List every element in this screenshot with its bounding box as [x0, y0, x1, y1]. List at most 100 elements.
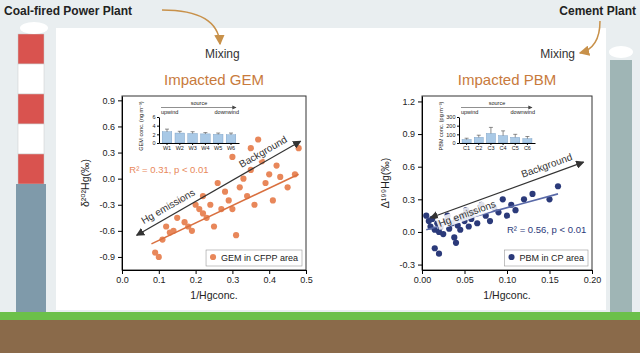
tick: 2 — [152, 132, 159, 138]
data-point — [285, 184, 291, 190]
tick-mark — [457, 134, 459, 135]
tick: -0.6 — [99, 226, 122, 236]
tick: W3 — [188, 143, 196, 151]
inset-x-axis: C1C2C3C4C5C6 — [460, 143, 536, 151]
tick: C6 — [524, 143, 531, 151]
tick-label: 0.9 — [102, 96, 115, 106]
tick-label: 0.6 — [102, 122, 115, 132]
tick: 0.0 — [102, 174, 122, 184]
tick-label: C1 — [463, 145, 470, 151]
tick: 0.6 — [402, 162, 422, 172]
data-point — [255, 136, 261, 142]
tick-mark — [418, 265, 422, 266]
x-axis-title: 1/Hgconc. — [483, 289, 530, 301]
tick-label: 0.0 — [402, 227, 415, 237]
tick: 0.3 — [402, 195, 422, 205]
data-point — [163, 223, 169, 229]
tick-mark — [118, 126, 122, 127]
tick: 200 — [446, 123, 459, 129]
panel — [56, 28, 606, 310]
error-bar — [178, 131, 182, 133]
error-bar — [489, 127, 493, 133]
tick-label: C3 — [487, 145, 494, 151]
trend-label: Hg emissions — [139, 187, 197, 226]
axis-line — [460, 143, 536, 144]
tick-mark — [465, 270, 466, 274]
data-point — [277, 174, 283, 180]
error-bar — [513, 134, 517, 137]
process-label: Mixing — [205, 47, 240, 61]
data-point — [432, 245, 438, 251]
tick-mark — [157, 126, 159, 127]
tick-mark — [122, 270, 123, 274]
data-point — [174, 215, 180, 221]
tick-mark — [118, 205, 122, 206]
data-point — [529, 191, 535, 197]
tick-mark — [507, 270, 508, 274]
stat-label-group: R² = 0.56, p < 0.01 — [506, 224, 588, 236]
chimney-right — [610, 60, 632, 312]
tick-mark — [196, 270, 197, 274]
graphic: Coal-fired Power PlantCement PlantMixing… — [0, 0, 640, 353]
axis-line — [459, 118, 460, 144]
tick-label: W5 — [214, 145, 222, 151]
tick-label: 0.1 — [153, 275, 166, 285]
stat-label: R² = 0.56, p < 0.01 — [507, 224, 586, 235]
tick-label: 0.10 — [499, 275, 517, 285]
source-label: Cement Plant — [559, 4, 636, 18]
chimney-band — [18, 154, 44, 184]
legend-marker — [508, 254, 514, 260]
axis-line — [160, 143, 240, 144]
tick-label: 0.4 — [263, 275, 276, 285]
tick: W4 — [201, 143, 209, 151]
smoke — [609, 46, 633, 58]
label-patch — [236, 133, 291, 171]
inset-x-axis: W1W2W3W4W5W6 — [160, 143, 240, 151]
tick: 0.9 — [402, 129, 422, 139]
tick-label: 0.3 — [227, 275, 240, 285]
tick-label: 200 — [446, 123, 455, 129]
tick-mark — [592, 270, 593, 274]
smoke — [20, 22, 48, 34]
error-bar — [477, 135, 481, 137]
data-point — [266, 171, 272, 177]
tick-label: 0.2 — [190, 275, 203, 285]
tick: C3 — [487, 143, 494, 151]
inset-annotation: downwind — [511, 109, 535, 115]
trend-label: Background — [520, 151, 574, 180]
bar — [162, 132, 172, 143]
data-point — [451, 234, 457, 240]
tick: 0.3 — [227, 270, 240, 285]
tick-mark — [457, 117, 459, 118]
tick-label: 4 — [152, 123, 155, 129]
axis-line — [159, 118, 160, 144]
tick: C4 — [500, 143, 507, 151]
tick-label: 0 — [152, 140, 155, 146]
legend: PBM in CP area — [505, 250, 588, 266]
bar — [175, 133, 185, 143]
tick-mark — [118, 179, 122, 180]
inset-annotation: downwind — [215, 109, 239, 115]
label-patch — [435, 197, 498, 230]
data-point — [229, 154, 235, 160]
process-label: Mixing — [540, 47, 575, 61]
tick-mark — [269, 270, 270, 274]
bar — [188, 133, 198, 143]
tick: W2 — [176, 143, 184, 151]
tick-mark — [118, 231, 122, 232]
inset-y-title: GEM conc. (ng m⁻³) — [138, 101, 144, 151]
bar — [226, 135, 236, 143]
legend-marker — [210, 254, 216, 260]
tick: 1.2 — [402, 97, 422, 107]
tick-label: C2 — [475, 145, 482, 151]
stat-label: R² = 0.31, p < 0.01 — [129, 164, 208, 175]
tick: 0 — [452, 140, 459, 146]
legend-label: GEM in CFPP area — [221, 253, 298, 263]
tick-label: 0.0 — [116, 275, 129, 285]
grass — [0, 312, 640, 320]
chimney-band — [18, 34, 44, 64]
data-point — [240, 176, 246, 182]
tick-mark — [457, 126, 459, 127]
data-point — [233, 232, 239, 238]
tick-label: 2 — [152, 132, 155, 138]
